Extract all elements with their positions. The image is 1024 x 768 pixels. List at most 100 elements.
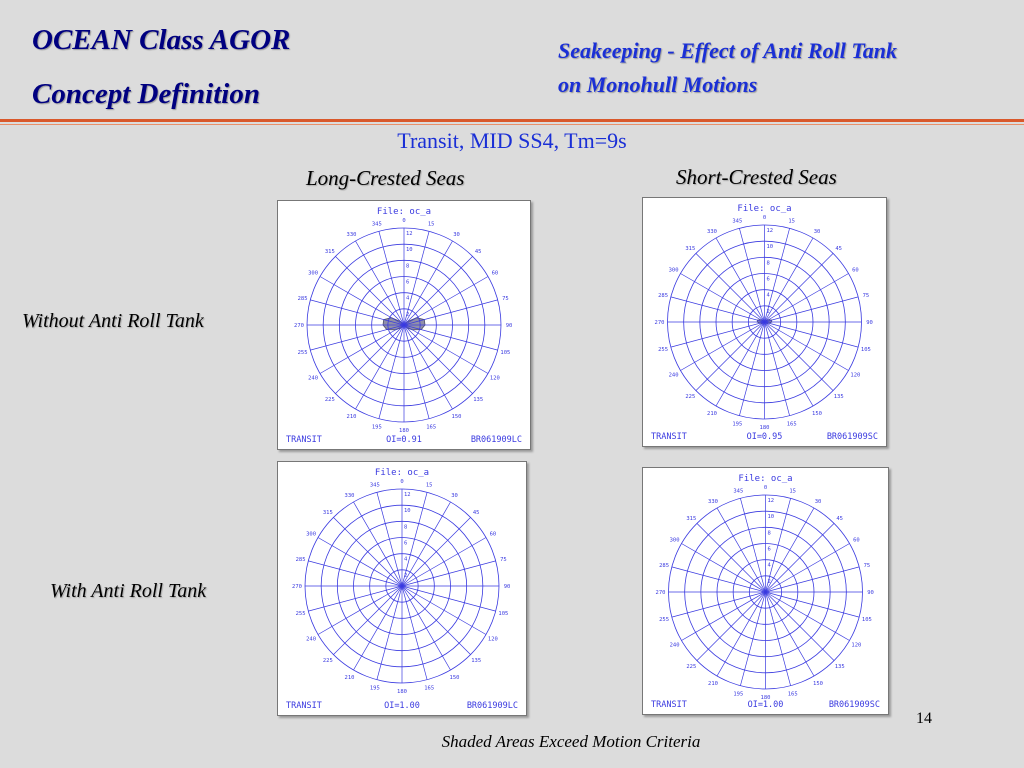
heading-tick-label: 90 bbox=[866, 320, 873, 326]
speed-tick-label: 2 bbox=[404, 573, 407, 579]
heading-tick-label: 150 bbox=[450, 675, 460, 681]
heading-tick-label: 0 bbox=[400, 479, 403, 485]
heading-tick-label: 270 bbox=[656, 590, 666, 596]
heading-tick-label: 345 bbox=[733, 489, 743, 495]
heading-spoke bbox=[355, 324, 405, 410]
file-label: File: oc_a bbox=[737, 204, 791, 214]
heading-tick-label: 180 bbox=[760, 425, 770, 431]
polar-chart: File: oc_a0 15 30 45 60 75 90 105 120 135 150 165 18… bbox=[286, 207, 522, 445]
heading-tick-label: 30 bbox=[814, 229, 821, 235]
heading-tick-label: 150 bbox=[812, 411, 822, 417]
heading-tick-label: 165 bbox=[788, 691, 798, 697]
heading-tick-label: 210 bbox=[347, 414, 357, 420]
heading-spoke bbox=[353, 585, 403, 671]
heading-spoke bbox=[335, 256, 405, 326]
column-header-short-crested: Short-Crested Seas bbox=[676, 165, 837, 189]
operability-index-label: OI=1.00 bbox=[748, 700, 784, 710]
heading-tick-label: 60 bbox=[853, 538, 860, 544]
heading-spoke bbox=[401, 585, 428, 680]
speed-tick-label: 6 bbox=[767, 277, 770, 283]
heading-tick-label: 285 bbox=[659, 563, 669, 569]
heading-spoke bbox=[317, 537, 403, 587]
heading-spoke bbox=[764, 321, 849, 371]
speed-tick-label: 6 bbox=[404, 541, 407, 547]
heading-tick-label: 225 bbox=[323, 658, 333, 664]
heading-tick-label: 240 bbox=[306, 637, 316, 643]
heading-spoke bbox=[696, 523, 766, 593]
polar-chart: File: oc_a0 15 30 45 60 75 90 105 120 135 150 165 18… bbox=[286, 468, 518, 711]
heading-tick-label: 45 bbox=[473, 510, 480, 516]
heading-spoke bbox=[765, 543, 850, 593]
header-rule-thin bbox=[0, 124, 1024, 125]
heading-spoke bbox=[353, 501, 403, 587]
heading-tick-label: 315 bbox=[685, 246, 695, 252]
heading-spoke bbox=[310, 324, 405, 351]
run-id-label: BR061909SC bbox=[827, 432, 878, 442]
heading-spoke bbox=[765, 591, 815, 677]
heading-tick-label: 210 bbox=[345, 675, 355, 681]
heading-spoke bbox=[740, 498, 766, 593]
speed-tick-label: 10 bbox=[406, 247, 413, 253]
heading-spoke bbox=[716, 591, 766, 677]
polar-chart: File: oc_a0 15 30 45 60 75 90 105 120 135 150 165 18… bbox=[651, 474, 880, 710]
heading-tick-label: 45 bbox=[475, 249, 482, 255]
column-header-long-crested: Long-Crested Seas bbox=[306, 166, 465, 190]
heading-tick-label: 90 bbox=[504, 584, 511, 590]
heading-tick-label: 30 bbox=[815, 499, 822, 505]
heading-tick-label: 135 bbox=[835, 664, 845, 670]
heading-tick-label: 285 bbox=[298, 296, 308, 302]
heading-spoke bbox=[355, 240, 405, 326]
run-id-label: BR061909SC bbox=[829, 700, 880, 710]
heading-tick-label: 240 bbox=[669, 373, 679, 379]
polar-plot-short-crested-without-tank: File: oc_a 0 15 30 45 60 75 90 105 120 135 150 165 18… bbox=[642, 197, 887, 447]
heading-spoke bbox=[681, 591, 766, 641]
heading-tick-label: 165 bbox=[426, 424, 436, 430]
heading-tick-label: 210 bbox=[707, 411, 717, 417]
heading-tick-label: 195 bbox=[370, 685, 380, 691]
heading-spoke bbox=[765, 591, 850, 641]
slide-subtitle-line1: Seakeeping - Effect of Anti Roll Tank bbox=[558, 38, 897, 63]
heading-spoke bbox=[764, 321, 814, 407]
heading-spoke bbox=[670, 296, 765, 323]
heading-tick-label: 195 bbox=[732, 421, 742, 427]
heading-tick-label: 105 bbox=[498, 611, 508, 617]
heading-tick-label: 105 bbox=[500, 350, 510, 356]
heading-spoke bbox=[764, 253, 834, 323]
file-label: File: oc_a bbox=[377, 207, 431, 217]
file-label: File: oc_a bbox=[375, 468, 429, 478]
heading-spoke bbox=[401, 585, 471, 655]
heading-tick-label: 45 bbox=[835, 246, 842, 252]
heading-tick-label: 0 bbox=[763, 215, 766, 221]
page-number: 14 bbox=[916, 710, 932, 727]
heading-spoke bbox=[403, 276, 489, 326]
heading-tick-label: 105 bbox=[862, 617, 872, 623]
heading-spoke bbox=[765, 507, 815, 593]
heading-spoke bbox=[378, 231, 405, 326]
heading-spoke bbox=[308, 560, 403, 587]
heading-spoke bbox=[715, 321, 765, 407]
heading-spoke bbox=[401, 585, 487, 635]
heading-tick-label: 60 bbox=[490, 532, 497, 538]
footnote: Shaded Areas Exceed Motion Criteria bbox=[441, 732, 701, 751]
heading-tick-label: 255 bbox=[298, 350, 308, 356]
slide-title-line2: Concept Definition bbox=[32, 78, 260, 110]
speed-tick-label: 12 bbox=[404, 492, 411, 498]
heading-tick-label: 345 bbox=[732, 219, 742, 225]
heading-tick-label: 240 bbox=[308, 376, 318, 382]
heading-tick-label: 120 bbox=[850, 373, 860, 379]
heading-tick-label: 120 bbox=[490, 376, 500, 382]
heading-spoke bbox=[335, 324, 405, 394]
heading-tick-label: 270 bbox=[655, 320, 665, 326]
condition-label: TRANSIT bbox=[286, 701, 322, 711]
heading-tick-label: 60 bbox=[492, 271, 499, 277]
heading-tick-label: 15 bbox=[428, 222, 435, 228]
heading-spoke bbox=[765, 591, 835, 661]
heading-spoke bbox=[671, 566, 766, 593]
heading-spoke bbox=[403, 324, 498, 351]
heading-spoke bbox=[765, 523, 835, 593]
heading-tick-label: 75 bbox=[500, 557, 507, 563]
heading-spoke bbox=[401, 585, 496, 612]
speed-tick-label: 10 bbox=[768, 514, 775, 520]
speed-tick-label: 2 bbox=[406, 312, 409, 318]
heading-spoke bbox=[378, 324, 405, 419]
